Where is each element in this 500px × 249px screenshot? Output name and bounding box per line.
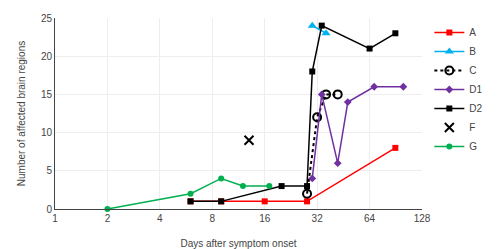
svg-text:4: 4 (157, 213, 163, 224)
svg-text:64: 64 (364, 213, 376, 224)
svg-text:32: 32 (312, 213, 324, 224)
svg-text:C: C (469, 65, 476, 76)
svg-text:0: 0 (46, 204, 52, 215)
svg-text:20: 20 (41, 51, 53, 62)
svg-text:10: 10 (41, 127, 53, 138)
svg-text:128: 128 (414, 213, 431, 224)
svg-text:2: 2 (105, 213, 111, 224)
svg-text:15: 15 (41, 89, 53, 100)
svg-text:5: 5 (46, 165, 52, 176)
svg-text:25: 25 (41, 13, 53, 24)
svg-text:1: 1 (52, 213, 58, 224)
svg-text:A: A (469, 27, 476, 38)
svg-text:16: 16 (259, 213, 271, 224)
svg-text:8: 8 (210, 213, 216, 224)
svg-text:Days after symptom onset: Days after symptom onset (180, 238, 296, 249)
svg-text:Number of affected brain regio: Number of affected brain regions (16, 41, 27, 186)
svg-text:F: F (469, 122, 475, 133)
svg-text:B: B (469, 46, 476, 57)
svg-text:D2: D2 (469, 103, 482, 114)
svg-text:D1: D1 (469, 84, 482, 95)
svg-text:G: G (469, 141, 477, 152)
